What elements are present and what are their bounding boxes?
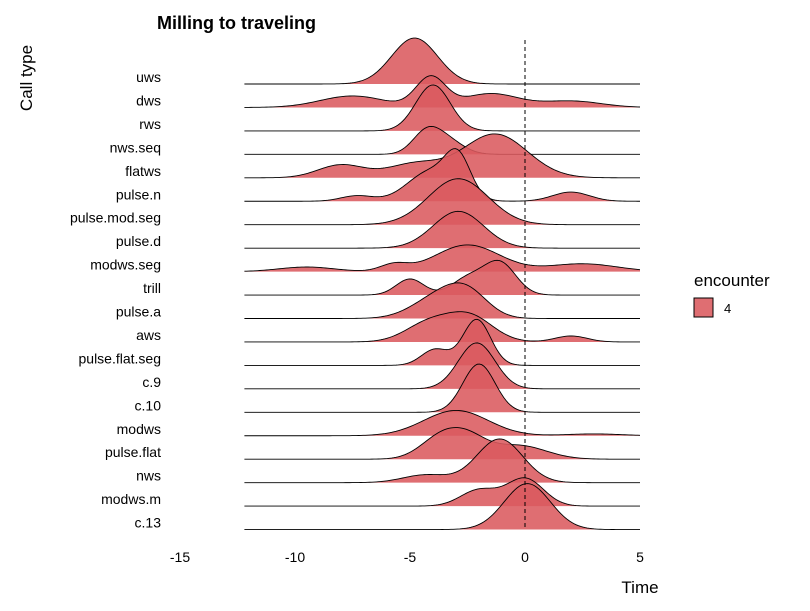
y-tick-label-pulse.a: pulse.a [116,304,161,320]
ridge-outline-pulse.mod.seg [244,178,640,226]
y-tick-label-modws.seg: modws.seg [90,257,161,273]
x-tick-label: 5 [636,549,644,565]
ridge-area-aws [244,311,640,342]
ridges-group [244,37,641,530]
y-tick-label-uws: uws [136,69,161,85]
ridge-area-nws.seq [244,126,640,155]
ridge-outline-c.10 [244,363,640,413]
y-tick-label-pulse.d: pulse.d [116,233,161,249]
x-tick-label: -15 [170,549,190,565]
ridge-outline-dws [244,75,641,108]
ridge-area-modws.seg [244,244,640,272]
ridge-area-flatws [244,133,640,178]
legend-title: encounter [694,271,770,290]
ridge-outline-nws [244,438,640,484]
ridge-outline-aws [244,311,640,343]
ridge-area-pulse.flat.seg [244,319,640,366]
x-tick-labels: -15 -10 -5 0 5 [170,549,644,565]
ridge-area-c.13 [244,483,640,530]
ridge-nws.seq [244,125,640,155]
y-tick-label-aws: aws [136,327,161,343]
ridge-pulse.flat [244,427,640,460]
ridge-outline-rws [244,84,640,132]
ridge-pulse.flat.seg [244,318,640,366]
ridge-pulse.a [244,282,640,319]
ridge-c.10 [244,363,640,413]
y-tick-label-pulse.n: pulse.n [116,186,161,202]
ridge-pulse.d [244,210,640,249]
legend-key-4 [693,297,714,318]
ridge-outline-modws.m [244,477,640,507]
y-tick-label-pulse.flat: pulse.flat [105,444,161,460]
y-tick-label-modws.m: modws.m [101,491,161,507]
legend-label-4: 4 [724,301,731,316]
ridge-aws [244,311,640,343]
y-tick-label-modws: modws [117,421,161,437]
ridge-area-pulse.mod.seg [244,178,640,225]
ridge-area-pulse.flat [244,427,640,460]
ridge-outline-pulse.flat.seg [244,318,640,366]
y-tick-label-trill: trill [143,280,161,296]
x-tick-label: -5 [404,549,417,565]
y-tick-label-pulse.mod.seg: pulse.mod.seg [70,210,161,226]
y-axis-title: Call type [17,45,36,111]
chart-title: Milling to traveling [157,13,316,33]
ridge-outline-modws.seg [244,244,641,272]
y-tick-labels: uws dws rws nws.seq flatws pulse.n pulse.mod.s… [70,69,161,531]
ridge-outline-pulse.a [244,282,640,319]
ridge-area-uws [244,38,640,84]
ridge-outline-modws [244,409,641,437]
ridge-outline-c.9 [244,342,640,390]
x-tick-label: 0 [521,549,529,565]
y-tick-label-pulse.flat.seg: pulse.flat.seg [79,350,162,366]
ridge-area-modws [244,410,640,436]
x-tick-label: -10 [285,549,305,565]
ridge-outline-c.13 [244,483,640,530]
ridge-area-pulse.n [244,148,640,202]
ridge-nws [244,438,640,484]
ridge-area-pulse.d [244,211,640,249]
y-tick-label-flatws: flatws [125,163,161,179]
y-tick-label-nws: nws [136,468,161,484]
ridge-pulse.n [244,148,640,202]
ridge-area-rws [244,84,640,131]
ridge-rws [244,84,640,132]
ridge-c.13 [244,483,640,530]
ridge-uws [244,37,640,85]
ridge-modws.seg [244,244,641,272]
legend: encounter 4 [693,271,770,318]
ridge-outline-uws [244,37,640,85]
ridge-outline-nws.seq [244,125,640,155]
ridge-outline-pulse.d [244,210,640,249]
y-tick-label-dws: dws [136,92,161,108]
y-tick-label-c.13: c.13 [135,515,162,531]
ridge-c.9 [244,342,640,390]
ridge-outline-pulse.flat [244,427,640,460]
y-tick-label-c.10: c.10 [135,397,162,413]
ridge-modws [244,409,641,437]
y-tick-label-nws.seq: nws.seq [110,139,161,155]
ridge-area-pulse.a [244,282,640,319]
y-tick-label-c.9: c.9 [142,374,161,390]
ridge-outline-pulse.n [244,148,640,202]
ridge-pulse.mod.seg [244,178,640,226]
y-tick-label-rws: rws [139,116,161,132]
x-axis-title: Time [621,578,658,597]
